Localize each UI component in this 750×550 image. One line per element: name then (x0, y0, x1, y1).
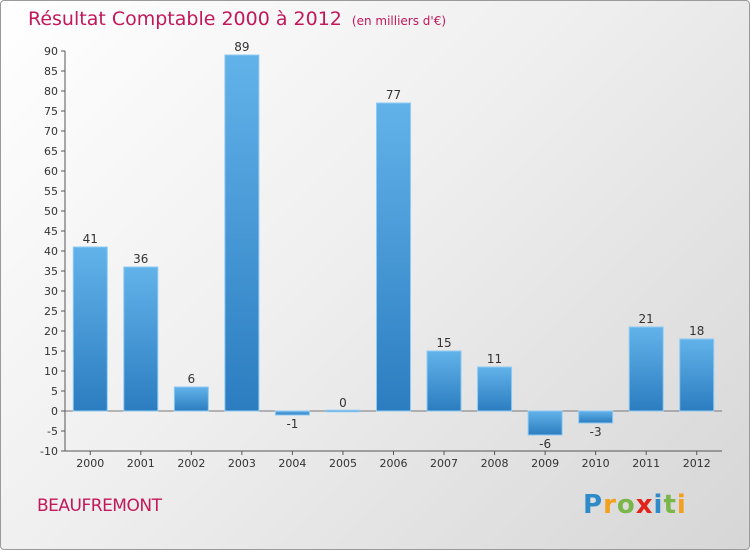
y-tick-label: 55 (44, 185, 58, 198)
logo-letter: t (663, 490, 676, 520)
bar-2007 (427, 351, 461, 411)
y-tick-label: -10 (40, 445, 58, 458)
y-tick-label: 5 (51, 385, 58, 398)
y-tick-label: 10 (44, 365, 58, 378)
bar-2008 (478, 367, 512, 411)
x-tick-label: 2008 (481, 457, 509, 470)
bar-2011 (629, 327, 663, 411)
logo-letter: i (654, 490, 664, 520)
bar-2012 (680, 339, 714, 411)
data-label-2012: 18 (689, 324, 704, 338)
x-tick-label: 2011 (632, 457, 660, 470)
data-label-2001: 36 (133, 252, 148, 266)
y-tick-label: 85 (44, 65, 58, 78)
data-label-2009: -6 (539, 437, 551, 451)
y-tick-label: 70 (44, 125, 58, 138)
y-tick-label: -5 (47, 425, 58, 438)
bar-2000 (73, 247, 107, 411)
y-tick-label: 45 (44, 225, 58, 238)
y-tick-label: 90 (44, 45, 58, 58)
y-tick-label: 25 (44, 305, 58, 318)
y-tick-label: 60 (44, 165, 58, 178)
y-tick-label: 80 (44, 85, 58, 98)
data-label-2008: 11 (487, 352, 502, 366)
x-tick-label: 2005 (329, 457, 357, 470)
x-tick-label: 2003 (228, 457, 256, 470)
chart-frame: Résultat Comptable 2000 à 2012 (en millie… (0, 0, 750, 550)
x-tick-label: 2002 (177, 457, 205, 470)
bar-2004 (275, 411, 309, 415)
x-tick-label: 2004 (278, 457, 306, 470)
y-tick-label: 0 (51, 405, 58, 418)
logo-letter: x (636, 490, 654, 520)
x-tick-label: 2012 (683, 457, 711, 470)
y-tick-label: 65 (44, 145, 58, 158)
x-tick-label: 2001 (127, 457, 155, 470)
x-tick-label: 2000 (76, 457, 104, 470)
bar-2002 (174, 387, 208, 411)
bar-chart: -10-505101520253035404550556065707580859… (1, 1, 749, 549)
bar-2003 (225, 55, 259, 411)
data-label-2002: 6 (188, 372, 196, 386)
bars (73, 55, 713, 435)
y-tick-label: 30 (44, 285, 58, 298)
bar-2001 (124, 267, 158, 411)
logo-letter: P (583, 490, 603, 520)
y-tick-label: 20 (44, 325, 58, 338)
y-tick-label: 40 (44, 245, 58, 258)
y-tick-label: 35 (44, 265, 58, 278)
logo-letter: r (603, 490, 617, 520)
data-label-2011: 21 (639, 312, 654, 326)
data-label-2005: 0 (339, 396, 347, 410)
x-tick-label: 2007 (430, 457, 458, 470)
data-label-2006: 77 (386, 88, 401, 102)
bar-2006 (377, 103, 411, 411)
x-tick-label: 2006 (380, 457, 408, 470)
data-label-2000: 41 (83, 232, 98, 246)
logo-letter: i (677, 490, 687, 520)
proxiti-logo: Proxiti (583, 490, 687, 520)
x-tick-label: 2009 (531, 457, 559, 470)
y-tick-label: 75 (44, 105, 58, 118)
data-label-2010: -3 (590, 425, 602, 439)
y-tick-label: 15 (44, 345, 58, 358)
y-tick-label: 50 (44, 205, 58, 218)
x-tick-label: 2010 (582, 457, 610, 470)
bar-2009 (528, 411, 562, 435)
data-label-2004: -1 (286, 417, 298, 431)
bar-2005 (326, 410, 360, 412)
data-label-2007: 15 (436, 336, 451, 350)
logo-letter: o (617, 490, 636, 520)
data-label-2003: 89 (234, 40, 249, 54)
commune-name: BEAUFREMONT (37, 496, 161, 516)
bar-2010 (579, 411, 613, 423)
